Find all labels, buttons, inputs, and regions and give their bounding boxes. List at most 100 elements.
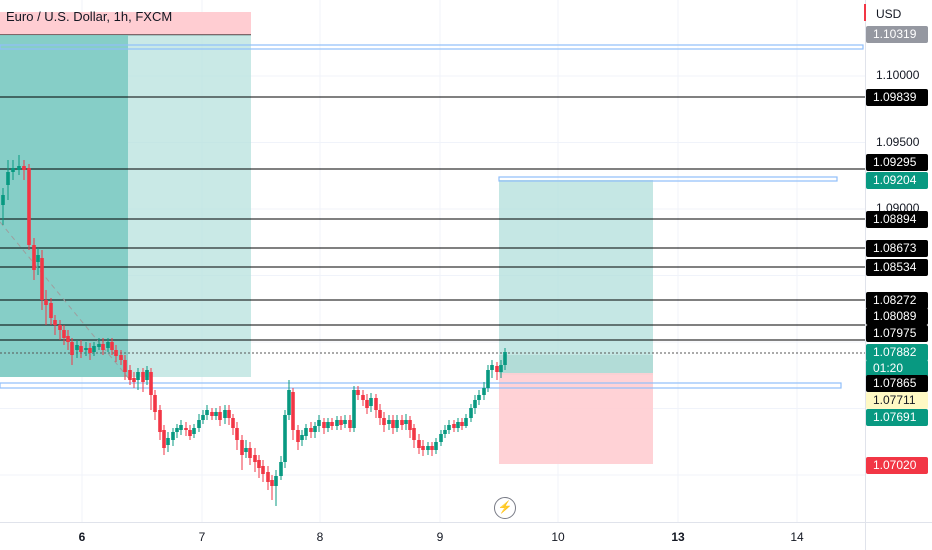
candle-body bbox=[58, 325, 62, 330]
candle-body bbox=[70, 342, 74, 355]
lightning-icon[interactable]: ⚡ bbox=[494, 497, 516, 519]
candle-body bbox=[343, 420, 347, 424]
candle-body bbox=[123, 360, 127, 372]
candle-body bbox=[499, 365, 503, 372]
profit-zone bbox=[128, 35, 251, 377]
price-label: 1.09204 bbox=[866, 172, 928, 189]
candle-body bbox=[184, 428, 188, 430]
candle-body bbox=[326, 422, 330, 428]
candle-body bbox=[166, 438, 170, 445]
candle-body bbox=[106, 342, 110, 348]
profit-zone bbox=[0, 35, 128, 377]
time-tick: 7 bbox=[198, 530, 206, 544]
candle-body bbox=[53, 320, 57, 325]
candle-body bbox=[270, 480, 274, 486]
candle-body bbox=[477, 395, 481, 400]
candle-body bbox=[490, 365, 494, 370]
candle-body bbox=[482, 388, 486, 395]
candle-body bbox=[214, 412, 218, 416]
price-tick: 1.10000 bbox=[876, 68, 920, 82]
candle-body bbox=[460, 422, 464, 426]
candle-body bbox=[114, 350, 118, 356]
candle-body bbox=[382, 418, 386, 425]
time-axis-divider bbox=[0, 522, 932, 523]
candle-body bbox=[447, 425, 451, 430]
candle-body bbox=[49, 303, 53, 318]
time-tick: 13 bbox=[671, 530, 685, 544]
candle-body bbox=[374, 398, 378, 410]
candle-body bbox=[335, 420, 339, 426]
candle-body bbox=[339, 420, 343, 425]
price-tick: 1.09500 bbox=[876, 135, 920, 149]
candle-body bbox=[218, 412, 222, 420]
candle-body bbox=[452, 424, 456, 428]
candle-body bbox=[257, 460, 261, 468]
candle-body bbox=[66, 336, 70, 342]
candle-body bbox=[266, 472, 270, 482]
symbol-title: Euro / U.S. Dollar, 1h, FXCM bbox=[6, 9, 173, 24]
chart-canvas[interactable] bbox=[0, 0, 865, 522]
candle-body bbox=[158, 410, 162, 432]
candle-body bbox=[291, 392, 295, 430]
candle-body bbox=[88, 348, 92, 353]
time-tick: 8 bbox=[316, 530, 324, 544]
candle-body bbox=[304, 428, 308, 436]
candle-body bbox=[469, 408, 473, 418]
candle-body bbox=[283, 415, 287, 462]
candle-body bbox=[248, 448, 252, 458]
candle-body bbox=[421, 446, 425, 450]
loss-zone bbox=[0, 12, 251, 35]
price-label: 1.08534 bbox=[866, 259, 928, 276]
time-tick: 9 bbox=[436, 530, 444, 544]
candle-body bbox=[197, 420, 201, 428]
time-tick: 10 bbox=[551, 530, 565, 544]
candle-body bbox=[473, 400, 477, 408]
candle-body bbox=[296, 430, 300, 442]
candle-body bbox=[62, 330, 66, 338]
candle-body bbox=[149, 372, 153, 395]
candle-body bbox=[495, 366, 499, 372]
price-label: 1.07882 bbox=[866, 344, 928, 361]
candle-body bbox=[119, 355, 123, 360]
candle-body bbox=[330, 422, 334, 426]
candle-body bbox=[430, 446, 434, 450]
chart-pane[interactable] bbox=[0, 0, 865, 522]
time-axis[interactable] bbox=[0, 523, 865, 550]
candle-body bbox=[352, 390, 356, 428]
price-axis-divider bbox=[865, 0, 866, 550]
price-label: 1.08089 bbox=[866, 308, 928, 325]
candle-body bbox=[92, 346, 96, 352]
candle-body bbox=[287, 390, 291, 415]
candle-body bbox=[201, 415, 205, 420]
candle-body bbox=[365, 400, 369, 408]
candle-body bbox=[300, 435, 304, 440]
candle-body bbox=[27, 168, 31, 245]
candle-body bbox=[348, 420, 352, 428]
candle-body bbox=[443, 430, 447, 434]
candle-body bbox=[434, 442, 438, 450]
time-tick: 14 bbox=[790, 530, 804, 544]
candle-body bbox=[227, 410, 231, 418]
currency-label[interactable]: USD bbox=[876, 7, 902, 21]
candle-body bbox=[317, 420, 321, 426]
candle-body bbox=[456, 422, 460, 428]
candle-body bbox=[6, 172, 10, 185]
candle-body bbox=[369, 398, 373, 406]
time-tick: 6 bbox=[78, 530, 86, 544]
candle-body bbox=[17, 166, 21, 170]
candle-body bbox=[231, 418, 235, 428]
candle-body bbox=[274, 476, 278, 486]
candle-body bbox=[503, 352, 507, 365]
candle-body bbox=[40, 258, 44, 300]
candle-body bbox=[240, 440, 244, 455]
zone-band bbox=[0, 44, 864, 50]
price-label: 1.07691 bbox=[866, 409, 928, 426]
last-price-marker bbox=[864, 4, 866, 21]
candle-body bbox=[101, 344, 105, 350]
price-label: 1.08894 bbox=[866, 211, 928, 228]
candle-body bbox=[391, 420, 395, 428]
entry-zone bbox=[499, 355, 653, 373]
candle-body bbox=[110, 342, 114, 350]
candle-body bbox=[313, 426, 317, 432]
candle-body bbox=[75, 345, 79, 350]
